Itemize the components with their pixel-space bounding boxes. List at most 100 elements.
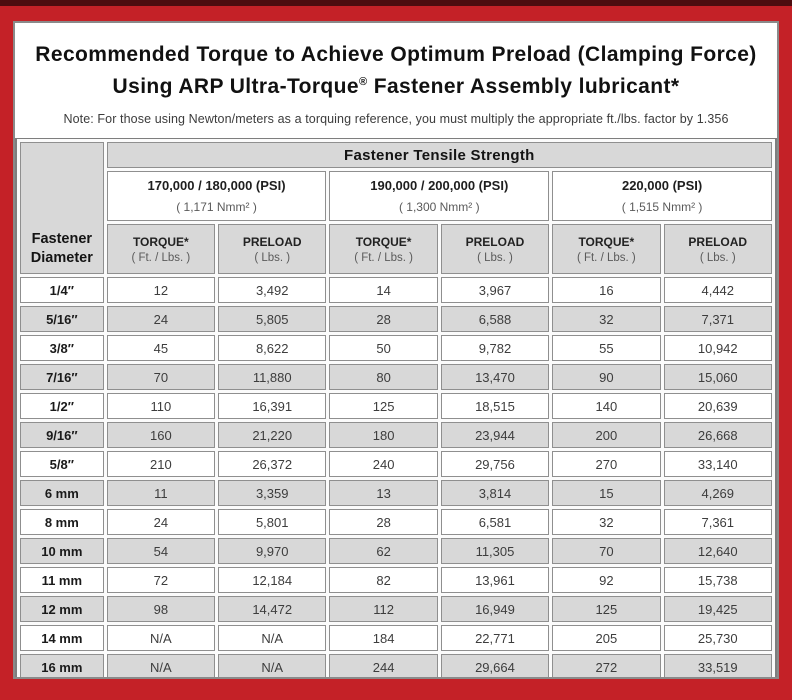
diameter-cell: 5/16″ xyxy=(20,306,104,332)
table-row: 3/8″ 45 8,622 50 9,782 55 10,942 xyxy=(20,335,772,361)
torque-cell: 12 xyxy=(106,277,216,303)
preload-cell: N/A xyxy=(218,654,327,677)
strength-header-row: 170,000 / 180,000 (PSI) ( 1,171 Nmm² ) 1… xyxy=(20,171,772,221)
preload-cell: 26,372 xyxy=(218,451,327,477)
table-row: 1/2″ 110 16,391 125 18,515 140 20,639 xyxy=(20,393,772,419)
psi-label: 220,000 (PSI) xyxy=(621,178,703,193)
preload-cell: 8,622 xyxy=(218,335,327,361)
torque-cell: 13 xyxy=(329,480,438,506)
group-header-row: Fastener Diameter Fastener Tensile Stren… xyxy=(20,142,772,274)
torque-cell: 244 xyxy=(329,654,438,677)
torque-cell: 272 xyxy=(552,654,661,677)
sub-header-preload-1: PRELOAD ( Lbs. ) xyxy=(218,224,327,274)
preload-cell: 9,782 xyxy=(440,335,550,361)
preload-cell: 22,771 xyxy=(440,625,550,651)
torque-table: Fastener Diameter Fastener Tensile Stren… xyxy=(15,138,777,677)
torque-cell: N/A xyxy=(106,625,216,651)
torque-cell: 205 xyxy=(552,625,661,651)
torque-cell: 28 xyxy=(329,509,438,535)
preload-cell: 4,442 xyxy=(663,277,772,303)
diameter-cell: 9/16″ xyxy=(20,422,104,448)
preload-cell: 13,470 xyxy=(440,364,550,390)
preload-cell: 16,391 xyxy=(218,393,327,419)
torque-cell: 125 xyxy=(329,393,438,419)
preload-cell: 16,949 xyxy=(440,596,550,622)
strength-header-220-psi: 220,000 (PSI) ( 1,515 Nmm² ) xyxy=(552,171,772,221)
preload-cell: 7,371 xyxy=(663,306,772,332)
strength-header-170-180-psi: 170,000 / 180,000 (PSI) ( 1,171 Nmm² ) xyxy=(106,171,327,221)
preload-unit: ( Lbs. ) xyxy=(699,251,736,264)
page-title: Recommended Torque to Achieve Optimum Pr… xyxy=(21,39,771,102)
sub-header-row: TORQUE* ( Ft. / Lbs. ) PRELOAD ( Lbs. ) … xyxy=(20,224,772,274)
torque-cell: 140 xyxy=(552,393,661,419)
diameter-cell: 11 mm xyxy=(20,567,104,593)
corner-header-line1: Fastener xyxy=(31,230,93,247)
sub-header-torque-3: TORQUE* ( Ft. / Lbs. ) xyxy=(552,224,661,274)
torque-cell: 92 xyxy=(552,567,661,593)
preload-cell: 3,814 xyxy=(440,480,550,506)
preload-cell: 29,756 xyxy=(440,451,550,477)
diameter-cell: 5/8″ xyxy=(20,451,104,477)
torque-cell: 90 xyxy=(552,364,661,390)
preload-label: PRELOAD xyxy=(688,234,748,249)
table-row: 14 mm N/A N/A 184 22,771 205 25,730 xyxy=(20,625,772,651)
preload-cell: 5,805 xyxy=(218,306,327,332)
nmm-label: ( 1,171 Nmm² ) xyxy=(176,200,257,214)
psi-label: 170,000 / 180,000 (PSI) xyxy=(147,178,286,193)
torque-unit: ( Ft. / Lbs. ) xyxy=(354,251,413,264)
sub-header-preload-2: PRELOAD ( Lbs. ) xyxy=(440,224,550,274)
preload-cell: 33,140 xyxy=(663,451,772,477)
torque-label: TORQUE* xyxy=(132,234,189,249)
preload-cell: 3,492 xyxy=(218,277,327,303)
diameter-cell: 8 mm xyxy=(20,509,104,535)
preload-label: PRELOAD xyxy=(242,234,302,249)
torque-cell: 55 xyxy=(552,335,661,361)
preload-cell: 9,970 xyxy=(218,538,327,564)
preload-cell: 4,269 xyxy=(663,480,772,506)
torque-cell: 11 xyxy=(106,480,216,506)
torque-cell: 160 xyxy=(106,422,216,448)
group-header-tensile-strength: Fastener Tensile Strength xyxy=(106,142,772,168)
preload-cell: 11,880 xyxy=(218,364,327,390)
preload-cell: 5,801 xyxy=(218,509,327,535)
title-line1: Recommended Torque to Achieve Optimum Pr… xyxy=(35,43,757,66)
preload-cell: 6,581 xyxy=(440,509,550,535)
torque-cell: 45 xyxy=(106,335,216,361)
torque-cell: 82 xyxy=(329,567,438,593)
preload-cell: 10,942 xyxy=(663,335,772,361)
preload-cell: 33,519 xyxy=(663,654,772,677)
torque-cell: 80 xyxy=(329,364,438,390)
preload-cell: 23,944 xyxy=(440,422,550,448)
table-row: 11 mm 72 12,184 82 13,961 92 15,738 xyxy=(20,567,772,593)
preload-cell: 29,664 xyxy=(440,654,550,677)
table-row: 1/4″ 12 3,492 14 3,967 16 4,442 xyxy=(20,277,772,303)
nmm-label: ( 1,300 Nmm² ) xyxy=(398,200,480,214)
title-line2: Using ARP Ultra-Torque® Fastener Assembl… xyxy=(113,75,680,98)
torque-unit: ( Ft. / Lbs. ) xyxy=(576,251,636,264)
corner-header-fastener-diameter: Fastener Diameter xyxy=(20,142,104,274)
preload-cell: 12,184 xyxy=(218,567,327,593)
torque-cell: 14 xyxy=(329,277,438,303)
torque-cell: 184 xyxy=(329,625,438,651)
corner-header-line2: Diameter xyxy=(30,249,93,266)
diameter-cell: 14 mm xyxy=(20,625,104,651)
preload-cell: 6,588 xyxy=(440,306,550,332)
torque-cell: 32 xyxy=(552,509,661,535)
top-dark-strip xyxy=(0,0,792,6)
torque-cell: 62 xyxy=(329,538,438,564)
preload-cell: 11,305 xyxy=(440,538,550,564)
preload-cell: 25,730 xyxy=(663,625,772,651)
torque-cell: 200 xyxy=(552,422,661,448)
diameter-cell: 10 mm xyxy=(20,538,104,564)
preload-cell: 7,361 xyxy=(663,509,772,535)
preload-unit: ( Lbs. ) xyxy=(254,251,291,264)
table-row: 10 mm 54 9,970 62 11,305 70 12,640 xyxy=(20,538,772,564)
torque-label: TORQUE* xyxy=(355,234,412,249)
table-row: 8 mm 24 5,801 28 6,581 32 7,361 xyxy=(20,509,772,535)
preload-label: PRELOAD xyxy=(465,234,525,249)
table-row: 7/16″ 70 11,880 80 13,470 90 15,060 xyxy=(20,364,772,390)
preload-cell: 14,472 xyxy=(218,596,327,622)
table-row: 12 mm 98 14,472 112 16,949 125 19,425 xyxy=(20,596,772,622)
preload-cell: 26,668 xyxy=(663,422,772,448)
torque-cell: 70 xyxy=(106,364,216,390)
